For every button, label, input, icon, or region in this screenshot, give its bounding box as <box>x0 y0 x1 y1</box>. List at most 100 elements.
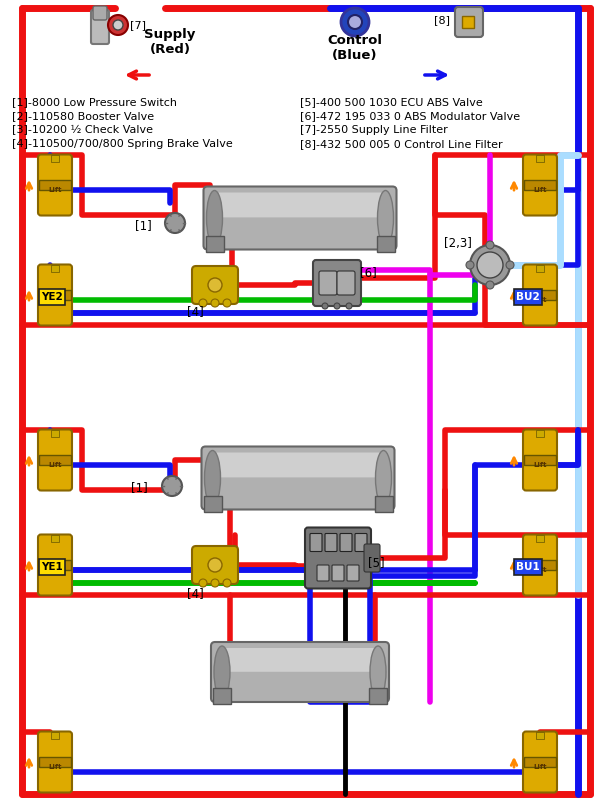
Circle shape <box>199 579 207 587</box>
Bar <box>524 560 556 570</box>
Circle shape <box>506 261 514 269</box>
FancyBboxPatch shape <box>305 528 371 589</box>
Text: Supply
(Red): Supply (Red) <box>145 28 196 56</box>
FancyBboxPatch shape <box>340 533 352 552</box>
Circle shape <box>211 579 219 587</box>
FancyBboxPatch shape <box>93 6 107 20</box>
Text: Lift: Lift <box>48 567 62 573</box>
Ellipse shape <box>206 191 223 245</box>
FancyBboxPatch shape <box>325 533 337 552</box>
FancyBboxPatch shape <box>355 533 367 552</box>
FancyBboxPatch shape <box>192 546 238 584</box>
Circle shape <box>162 476 182 496</box>
Circle shape <box>341 8 369 36</box>
Bar <box>374 496 392 512</box>
Bar <box>377 236 395 252</box>
Text: [8]-432 500 005 0 Control Line Filter: [8]-432 500 005 0 Control Line Filter <box>300 139 503 149</box>
Bar <box>51 265 59 272</box>
Text: [7]-2550 Supply Line Filter: [7]-2550 Supply Line Filter <box>300 125 448 135</box>
Circle shape <box>208 558 222 572</box>
FancyBboxPatch shape <box>523 534 557 596</box>
Bar <box>369 688 387 704</box>
Bar <box>213 688 231 704</box>
Text: [2]-110580 Booster Valve: [2]-110580 Booster Valve <box>12 111 154 121</box>
Text: [4]: [4] <box>187 587 203 600</box>
Circle shape <box>108 15 128 35</box>
Bar <box>51 430 59 436</box>
Bar <box>51 155 59 161</box>
FancyBboxPatch shape <box>319 271 337 295</box>
Text: [1]-8000 Low Pressure Switch: [1]-8000 Low Pressure Switch <box>12 97 177 107</box>
Bar <box>39 455 71 465</box>
Bar <box>536 265 544 272</box>
FancyBboxPatch shape <box>91 10 109 44</box>
Ellipse shape <box>377 191 394 245</box>
Circle shape <box>348 15 362 29</box>
Circle shape <box>223 579 231 587</box>
Text: Lift: Lift <box>48 297 62 303</box>
FancyBboxPatch shape <box>215 452 380 477</box>
FancyBboxPatch shape <box>455 7 483 37</box>
FancyBboxPatch shape <box>225 648 375 672</box>
Text: [1]: [1] <box>135 220 152 233</box>
Bar <box>39 290 71 300</box>
Bar <box>51 731 59 739</box>
FancyBboxPatch shape <box>347 565 359 581</box>
Text: BU2: BU2 <box>516 292 540 302</box>
Ellipse shape <box>205 451 221 505</box>
FancyBboxPatch shape <box>364 544 380 572</box>
FancyBboxPatch shape <box>203 187 397 249</box>
Text: [6]-472 195 033 0 ABS Modulator Valve: [6]-472 195 033 0 ABS Modulator Valve <box>300 111 520 121</box>
FancyBboxPatch shape <box>337 271 355 295</box>
FancyBboxPatch shape <box>211 642 389 702</box>
Ellipse shape <box>370 646 386 698</box>
FancyBboxPatch shape <box>523 430 557 491</box>
Bar <box>39 180 71 190</box>
Text: BU1: BU1 <box>516 562 540 572</box>
FancyBboxPatch shape <box>38 265 72 326</box>
Ellipse shape <box>214 646 230 698</box>
Bar <box>462 16 474 28</box>
FancyBboxPatch shape <box>317 565 329 581</box>
Text: [7]: [7] <box>130 20 146 30</box>
Text: [6]: [6] <box>360 266 377 280</box>
Text: Control
(Blue): Control (Blue) <box>328 34 383 62</box>
FancyBboxPatch shape <box>38 430 72 491</box>
Text: [1]: [1] <box>131 481 148 495</box>
Circle shape <box>486 281 494 289</box>
Bar <box>536 430 544 436</box>
Circle shape <box>322 303 328 309</box>
Text: Lift: Lift <box>533 567 547 573</box>
FancyBboxPatch shape <box>192 266 238 304</box>
Text: Lift: Lift <box>533 764 547 770</box>
Circle shape <box>223 299 231 307</box>
FancyBboxPatch shape <box>38 731 72 792</box>
FancyBboxPatch shape <box>523 265 557 326</box>
Circle shape <box>211 299 219 307</box>
Circle shape <box>486 241 494 249</box>
FancyBboxPatch shape <box>38 534 72 596</box>
Bar <box>39 560 71 570</box>
Bar <box>536 155 544 161</box>
Circle shape <box>199 299 207 307</box>
Text: [5]: [5] <box>368 557 385 569</box>
FancyBboxPatch shape <box>523 731 557 792</box>
Circle shape <box>334 303 340 309</box>
Bar <box>203 496 221 512</box>
Text: [8]: [8] <box>434 15 450 25</box>
Bar <box>524 290 556 300</box>
Bar <box>536 534 544 541</box>
FancyBboxPatch shape <box>38 155 72 216</box>
Circle shape <box>477 252 503 278</box>
Ellipse shape <box>376 451 392 505</box>
Circle shape <box>346 303 352 309</box>
Circle shape <box>466 261 474 269</box>
FancyBboxPatch shape <box>202 447 395 509</box>
Bar <box>524 757 556 767</box>
Text: Lift: Lift <box>533 187 547 193</box>
Text: Lift: Lift <box>48 764 62 770</box>
Text: [4]-110500/700/800 Spring Brake Valve: [4]-110500/700/800 Spring Brake Valve <box>12 139 233 149</box>
FancyBboxPatch shape <box>310 533 322 552</box>
Circle shape <box>165 213 185 233</box>
Bar <box>205 236 223 252</box>
